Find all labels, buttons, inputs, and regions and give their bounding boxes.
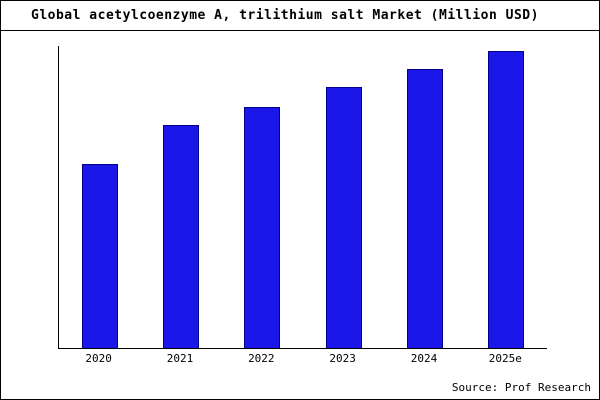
bar-column: [303, 46, 384, 348]
bar-2025e: [488, 51, 525, 348]
bar-column: [59, 46, 140, 348]
plot-area: [58, 46, 547, 349]
bar-2024: [406, 69, 443, 348]
bar-column: [222, 46, 303, 348]
x-tick-label: 2024: [410, 352, 438, 365]
bar-column: [140, 46, 221, 348]
title-divider: [1, 30, 599, 31]
bar-column: [384, 46, 465, 348]
x-tick-label: 2025e: [488, 352, 522, 365]
bar-column: [466, 46, 547, 348]
x-tick-label: 2020: [85, 352, 112, 365]
bars: [59, 46, 547, 348]
bar-2023: [325, 87, 362, 348]
source-text: Source: Prof Research: [451, 381, 591, 394]
chart-title: Global acetylcoenzyme A, trilithium salt…: [31, 8, 539, 23]
x-tick-label: 2022: [248, 352, 275, 365]
x-tick-label: 2023: [329, 352, 356, 365]
x-axis-labels: 2020 2021 2022 2023 2024 2025e: [58, 352, 546, 365]
x-tick-label: 2021: [166, 352, 194, 365]
bar-2022: [244, 107, 281, 348]
bar-2021: [162, 125, 199, 348]
bar-2020: [81, 164, 118, 348]
